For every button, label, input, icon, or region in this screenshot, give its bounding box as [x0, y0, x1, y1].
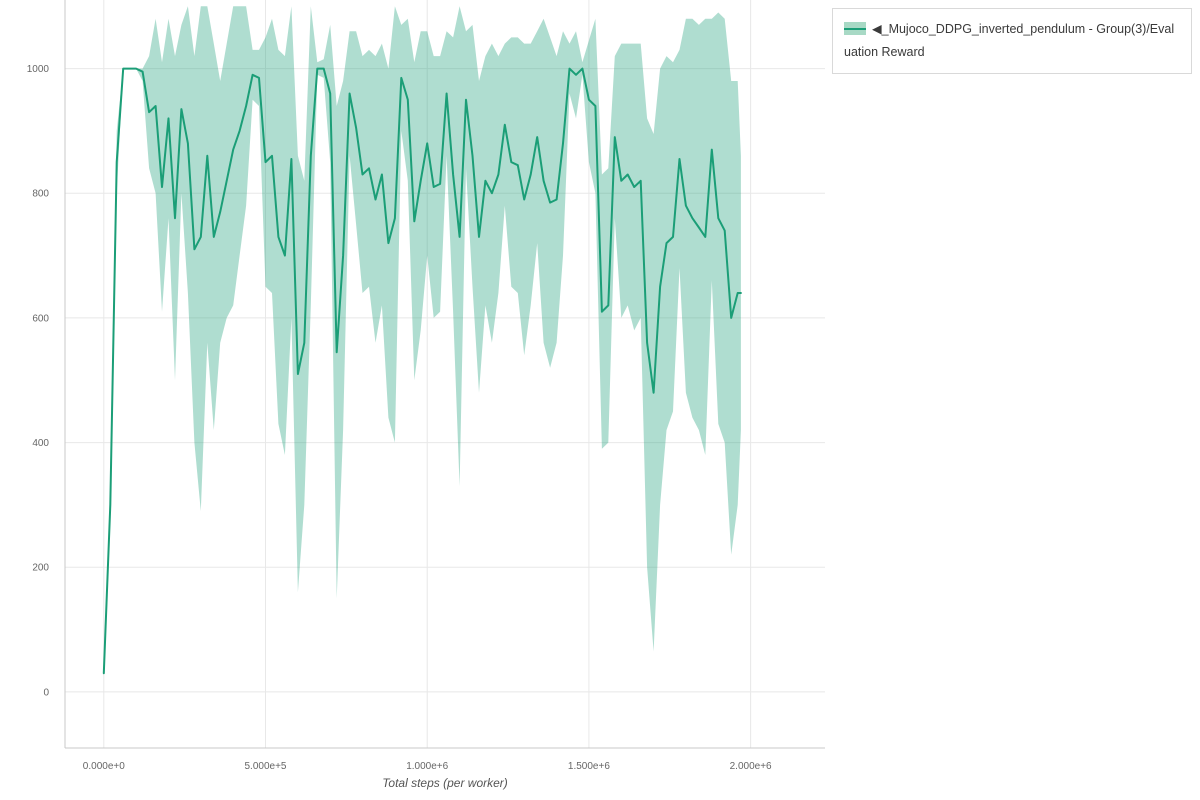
y-tick-label: 200	[32, 563, 49, 574]
x-tick-label: 0.000e+0	[83, 761, 125, 772]
y-tick-label: 800	[32, 189, 49, 200]
reward-mean-line	[102, 67, 742, 675]
reward-chart[interactable]: 0 200 400 600 800 1000 0.000e+0 5.000e+5 1.000e+…	[0, 0, 830, 800]
y-tick-label: 1000	[27, 64, 50, 75]
legend-swatch-line	[844, 27, 866, 30]
x-tick-label: 1.000e+6	[406, 761, 448, 772]
x-axis-title: Total steps (per worker)	[382, 776, 508, 790]
legend[interactable]: ◀_Mujoco_DDPG_inverted_pendulum - Group(…	[832, 8, 1192, 74]
x-tick-label: 1.500e+6	[568, 761, 610, 772]
y-tick-label: 600	[32, 313, 49, 324]
legend-swatch-icon	[844, 22, 866, 35]
x-tick-label: 5.000e+5	[245, 761, 287, 772]
reward-confidence-band	[103, 6, 741, 677]
y-tick-label: 0	[43, 687, 49, 698]
legend-label: ◀_Mujoco_DDPG_inverted_pendulum - Group(…	[844, 22, 1175, 59]
y-tick-label: 400	[32, 438, 49, 449]
x-tick-label: 2.000e+6	[730, 761, 772, 772]
chart-canvas[interactable]: 0 200 400 600 800 1000 0.000e+0 5.000e+5 1.000e+…	[0, 0, 830, 800]
